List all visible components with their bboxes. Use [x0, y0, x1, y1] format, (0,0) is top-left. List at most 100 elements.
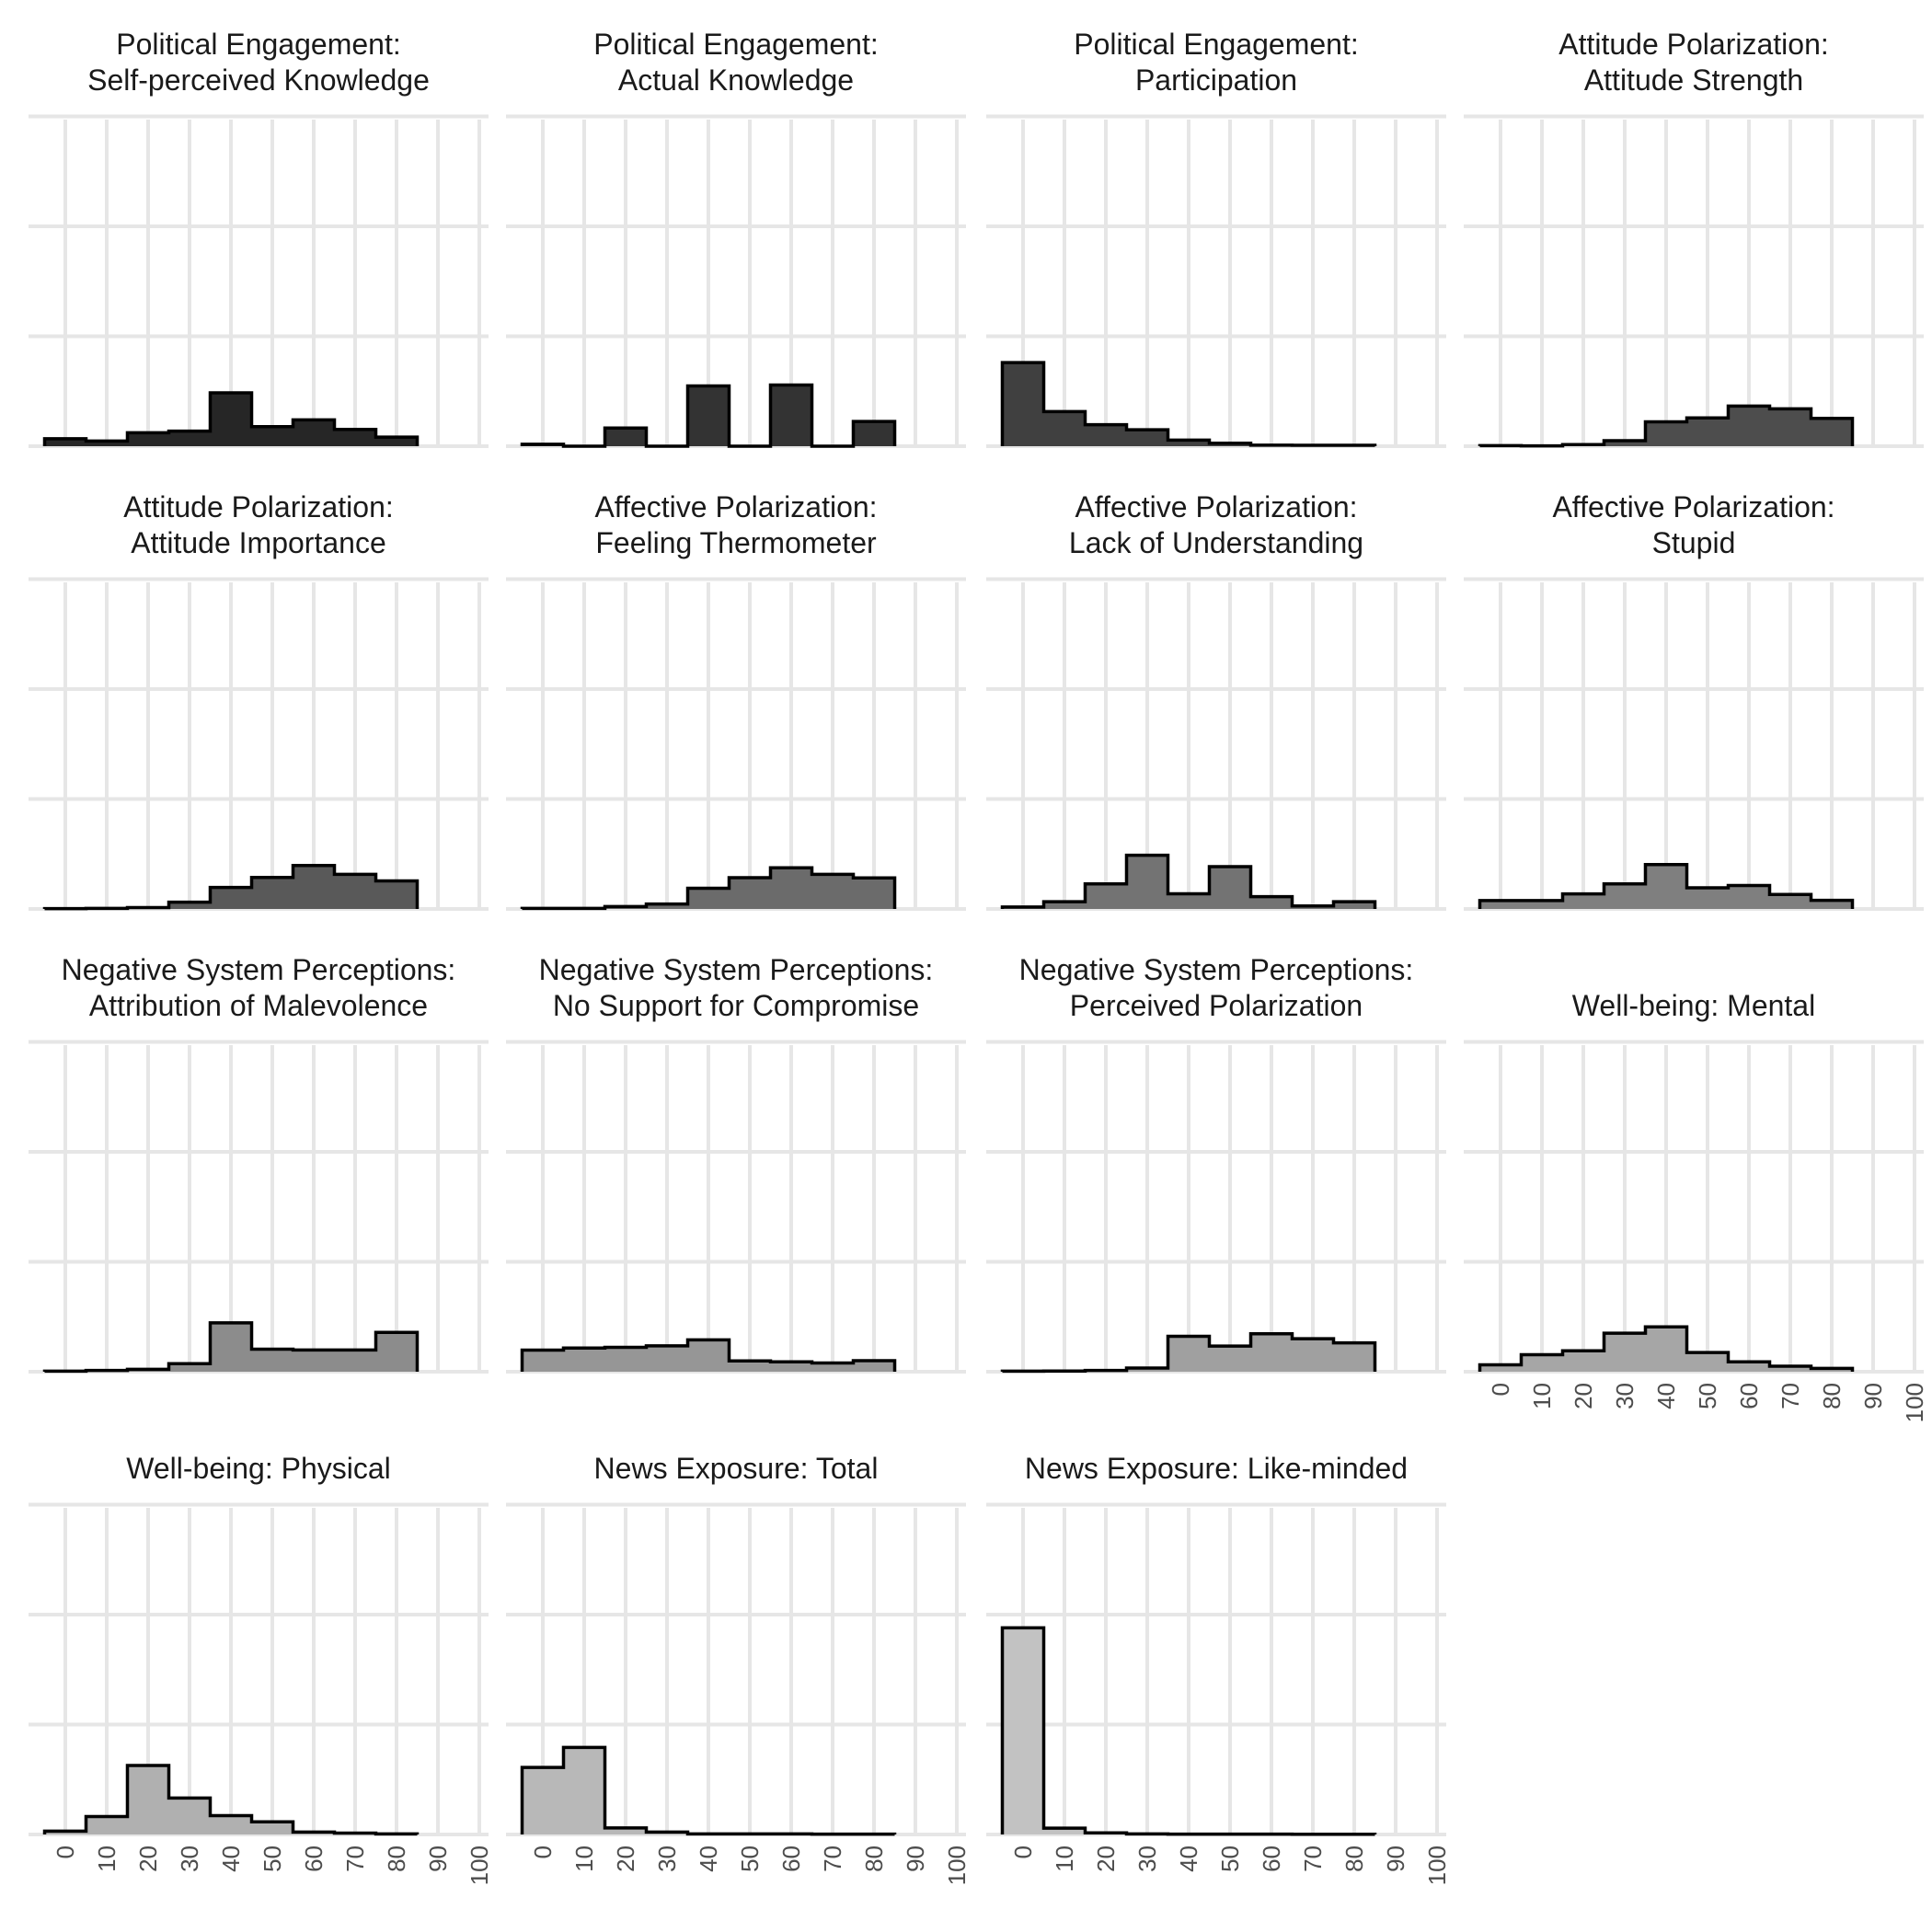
x-tick-label: 40: [217, 1846, 245, 1872]
panel-title: Lack of Understanding: [1069, 526, 1363, 559]
histogram-bar: [1604, 1333, 1646, 1372]
histogram-bar: [86, 1816, 128, 1834]
histogram-outline: [1000, 1332, 1377, 1374]
histogram-bar: [1686, 418, 1729, 446]
histogram-bar: [1167, 440, 1210, 446]
histogram-bar: [251, 1349, 293, 1372]
histogram-bar: [168, 1798, 211, 1834]
histogram-outline: [1478, 404, 1855, 448]
x-tick-label: 0: [529, 1846, 557, 1858]
histogram-bar: [251, 426, 293, 446]
x-tick-label: 20: [134, 1846, 162, 1872]
x-tick-label: 60: [300, 1846, 328, 1872]
x-tick-label: 50: [736, 1846, 764, 1872]
histogram-outline: [520, 1338, 897, 1372]
histogram-bar: [770, 868, 812, 909]
histogram-bar: [563, 1348, 605, 1372]
histogram-bar: [1333, 902, 1375, 909]
histogram-bar: [811, 874, 854, 909]
histogram-bar: [811, 1363, 854, 1372]
histogram-bar: [1292, 1339, 1334, 1372]
x-tick-label: 100: [943, 1846, 971, 1885]
panel-title: Attitude Polarization:: [1558, 28, 1829, 61]
histogram-bar: [853, 421, 895, 446]
x-tick-label: 50: [1694, 1383, 1721, 1409]
histogram-bar: [687, 385, 730, 446]
histogram-bar: [1479, 1364, 1522, 1372]
panel-title: News Exposure: Like-minded: [1025, 1452, 1408, 1485]
histogram-bar: [1250, 896, 1293, 909]
histogram-panel: News Exposure: Total 0 10 20 30 40 50 60 70 80 90 1…: [506, 1452, 971, 1885]
histogram-panel: Negative System Perceptions:No Support f…: [506, 953, 966, 1374]
histogram-outline: [520, 1745, 897, 1836]
x-tick-label: 70: [819, 1846, 846, 1872]
x-tick-label: 80: [1340, 1846, 1368, 1872]
panel-title: Self-perceived Knowledge: [87, 63, 430, 97]
histogram-bar: [729, 1361, 771, 1372]
histogram-bar: [687, 888, 730, 909]
x-tick-label: 50: [1216, 1846, 1244, 1872]
panel-title: Perceived Polarization: [1070, 989, 1363, 1022]
histogram-bar: [1604, 883, 1646, 909]
histogram-bar: [1002, 1627, 1044, 1834]
histogram-bar: [168, 902, 211, 909]
histogram-bar: [1521, 1354, 1563, 1372]
x-tick-label: 20: [1570, 1383, 1597, 1409]
x-tick-label: 40: [1175, 1846, 1202, 1872]
histogram-bar: [334, 1350, 376, 1372]
histogram-bar: [1043, 902, 1086, 909]
histogram-bar: [770, 1362, 812, 1372]
histogram-bar: [1085, 424, 1127, 446]
histogram-bar: [1209, 866, 1251, 909]
histogram-panel: Political Engagement:Actual Knowledge: [506, 28, 966, 448]
histogram-outline: [1000, 853, 1377, 909]
histogram-bar: [1686, 888, 1729, 909]
histogram-outline: [1000, 361, 1377, 447]
histogram-outline: [42, 864, 420, 911]
histogram-bar: [168, 431, 211, 446]
histogram-bar: [1811, 1368, 1853, 1372]
histogram-bar: [375, 1332, 418, 1372]
x-tick-label: 0: [1009, 1846, 1037, 1858]
histogram-bar: [1728, 406, 1770, 446]
histogram-bar: [1562, 1351, 1604, 1372]
histogram-panel: News Exposure: Like-minded 0 10 20 30 40 50 60 7…: [986, 1452, 1451, 1885]
panel-title: Attribution of Malevolence: [89, 989, 428, 1022]
histogram-panel: Negative System Perceptions:Perceived Po…: [986, 953, 1446, 1374]
histogram-bar: [251, 877, 293, 909]
histogram-panel: Well-being: Physical 0 10 20 30 40 50 60 70 80 90 1…: [29, 1452, 493, 1885]
histogram-bar: [1250, 1333, 1293, 1372]
histogram-bar: [1604, 441, 1646, 446]
x-tick-label: 80: [1818, 1383, 1846, 1409]
histogram-bar: [1043, 1828, 1086, 1834]
x-tick-label: 0: [1487, 1383, 1514, 1396]
panel-title: Affective Polarization:: [1552, 490, 1834, 523]
histogram-bar: [604, 1347, 647, 1372]
histogram-bar: [1167, 893, 1210, 909]
panel-title: Well-being: Physical: [126, 1452, 391, 1485]
histogram-outline: [1478, 1325, 1855, 1372]
histogram-bar: [1043, 411, 1086, 446]
histogram-bar: [168, 1363, 211, 1372]
panel-title: Negative System Perceptions:: [539, 953, 934, 986]
x-tick-label: 50: [259, 1846, 286, 1872]
x-tick-label: 90: [424, 1846, 452, 1872]
histogram-bar: [293, 420, 335, 446]
x-tick-label: 30: [1611, 1383, 1639, 1409]
histogram-bar: [1645, 421, 1687, 446]
x-tick-label: 70: [1777, 1383, 1804, 1409]
histogram-bar: [1728, 1362, 1770, 1372]
histogram-outline: [520, 383, 897, 448]
histogram-bar: [210, 1815, 252, 1834]
histogram-panel: Attitude Polarization:Attitude Strength: [1464, 28, 1924, 448]
histogram-panel: Affective Polarization:Lack of Understan…: [986, 490, 1446, 911]
histogram-bar: [1085, 883, 1127, 909]
histogram-outline: [42, 1321, 420, 1374]
x-tick-label: 70: [341, 1846, 369, 1872]
x-tick-label: 100: [1423, 1846, 1451, 1885]
x-tick-label: 80: [383, 1846, 410, 1872]
panel-title: Negative System Perceptions:: [62, 953, 456, 986]
x-tick-label: 10: [570, 1846, 598, 1872]
histogram-bar: [334, 429, 376, 446]
